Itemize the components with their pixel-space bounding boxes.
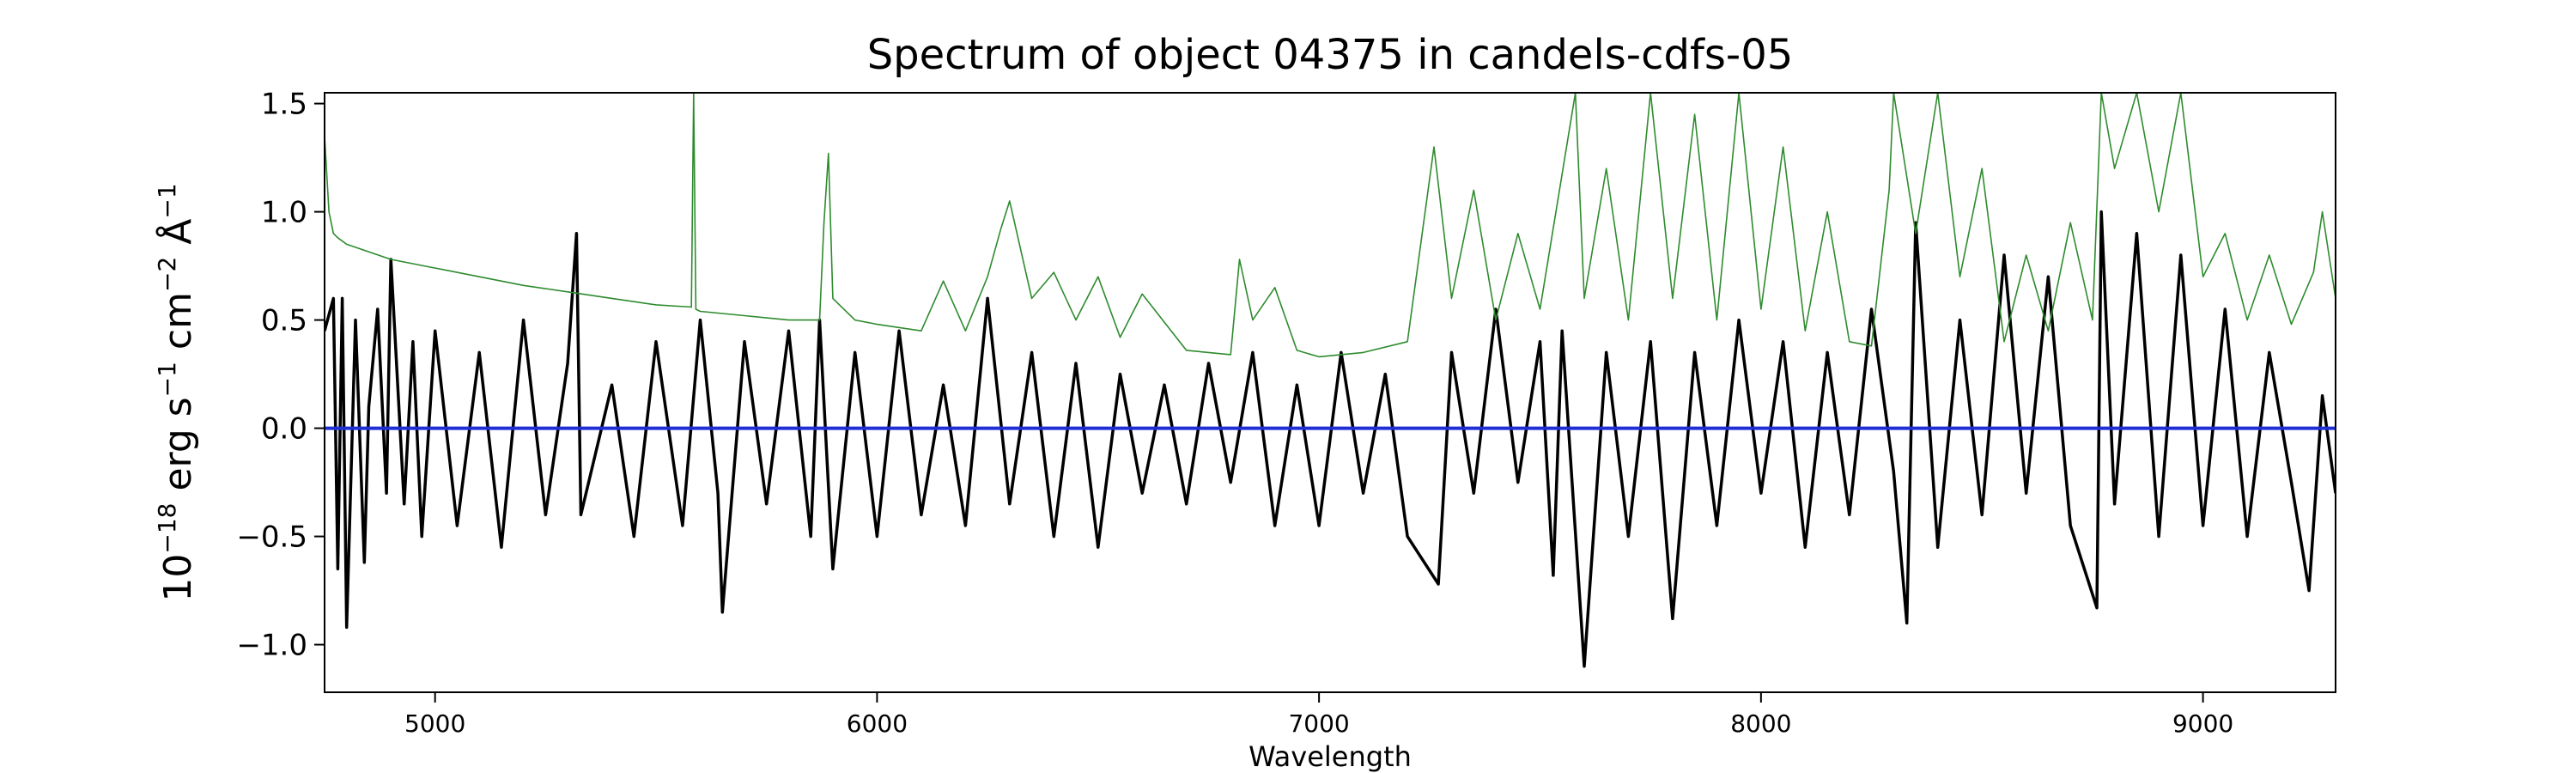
y-label-text1: erg s (156, 397, 200, 502)
y-label-exp3: −1 (153, 183, 181, 218)
x-tick-label: 7000 (1288, 709, 1349, 738)
y-label-text3: Å (155, 219, 200, 257)
x-tick-label: 5000 (404, 709, 465, 738)
x-axis: 5000 6000 7000 8000 9000 (404, 692, 2233, 738)
y-tick-label: 0.5 (261, 304, 307, 338)
y-tick-label: 0.0 (261, 412, 307, 447)
y-label-base: 10 (156, 554, 200, 602)
y-label-exp2: −2 (153, 257, 181, 292)
error-series-line (325, 93, 2336, 358)
chart-title: Spectrum of object 04375 in candels-cdfs… (867, 31, 1794, 79)
y-tick-label: −1.0 (236, 629, 307, 663)
plot-frame (324, 92, 2336, 693)
series-layer (325, 93, 2336, 668)
y-label-text2: cm (156, 292, 200, 362)
y-axis-label: 10−18 erg s−1 cm−2 Å−1 (153, 183, 200, 601)
y-tick-label: −0.5 (236, 520, 307, 555)
y-label-exponent: −18 (153, 503, 181, 554)
y-tick-label: 1.5 (261, 88, 307, 122)
x-tick-label: 9000 (2172, 709, 2233, 738)
y-axis: −1.0 −0.5 0.0 0.5 1.0 1.5 (236, 88, 325, 663)
y-label-exp1: −1 (153, 362, 181, 397)
y-tick-label: 1.0 (261, 196, 307, 230)
x-axis-label: Wavelength (1249, 740, 1412, 773)
x-tick-label: 8000 (1730, 709, 1791, 738)
x-tick-label: 6000 (847, 709, 908, 738)
flux-series-line (325, 210, 2336, 668)
